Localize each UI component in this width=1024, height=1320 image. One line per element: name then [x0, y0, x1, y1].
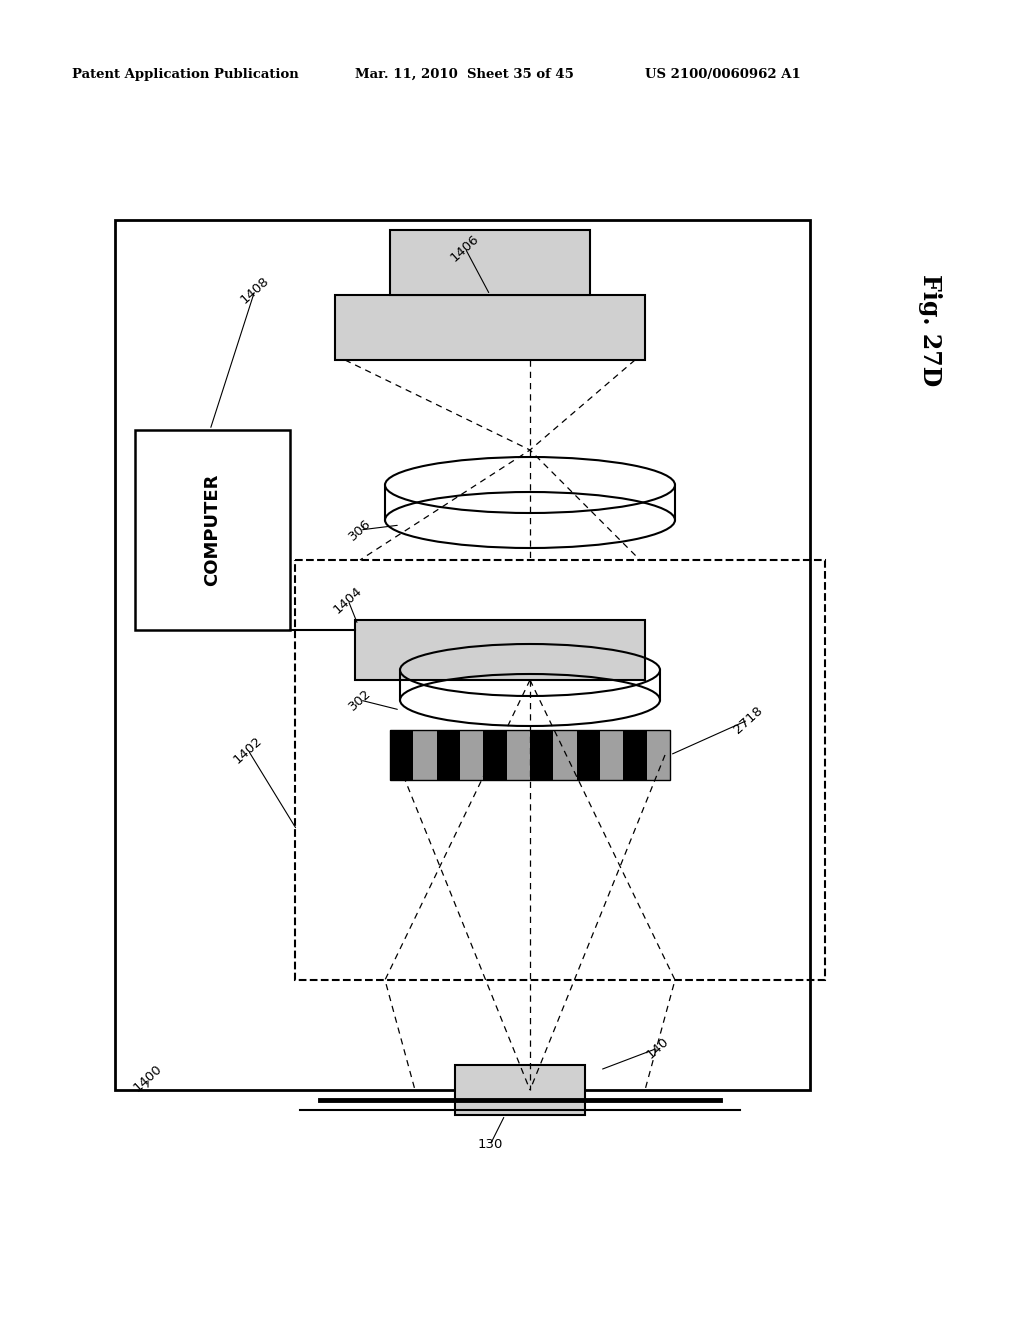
- Text: Patent Application Publication: Patent Application Publication: [72, 69, 299, 81]
- Bar: [390, 230, 590, 294]
- Text: 306: 306: [346, 516, 374, 544]
- Text: 302: 302: [346, 686, 374, 713]
- Bar: [335, 294, 645, 360]
- Bar: [577, 730, 600, 780]
- Text: Mar. 11, 2010  Sheet 35 of 45: Mar. 11, 2010 Sheet 35 of 45: [355, 69, 573, 81]
- Text: 1404: 1404: [331, 583, 365, 616]
- Bar: [135, 430, 290, 630]
- Bar: [483, 730, 507, 780]
- Text: 1402: 1402: [231, 734, 265, 766]
- Bar: [624, 730, 647, 780]
- Text: Fig. 27D: Fig. 27D: [918, 273, 942, 387]
- Bar: [355, 620, 645, 680]
- Bar: [436, 730, 460, 780]
- Text: US 2100/0060962 A1: US 2100/0060962 A1: [645, 69, 801, 81]
- Text: 140: 140: [644, 1035, 672, 1061]
- Bar: [455, 1065, 585, 1115]
- Bar: [530, 730, 553, 780]
- Bar: [295, 560, 825, 979]
- Text: 130: 130: [477, 1138, 503, 1151]
- Text: COMPUTER: COMPUTER: [204, 474, 221, 586]
- Bar: [390, 730, 414, 780]
- Bar: [115, 220, 810, 1090]
- Text: 1406: 1406: [449, 232, 482, 264]
- Text: 1400: 1400: [131, 1061, 165, 1094]
- Text: 2718: 2718: [731, 704, 765, 737]
- Text: 1408: 1408: [239, 275, 271, 306]
- Bar: [390, 730, 670, 780]
